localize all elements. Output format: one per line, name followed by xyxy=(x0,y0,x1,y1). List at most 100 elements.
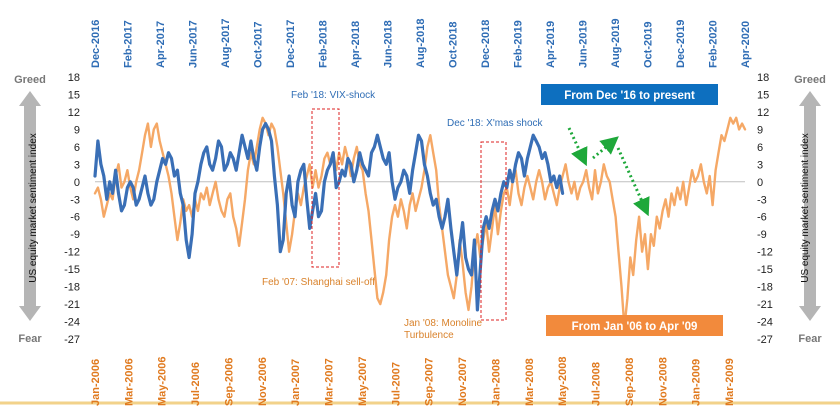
x-top-tick-label: Feb-2019 xyxy=(513,20,525,68)
x-bottom-tick-label: Mar-2006 xyxy=(123,358,135,406)
y-axis-title-right: US equity market sentiment index xyxy=(800,133,811,283)
x-bottom-tick-label: Jul-2007 xyxy=(390,362,402,406)
y-tick-label-right: 6 xyxy=(757,142,763,154)
y-tick-label-right: 18 xyxy=(757,72,769,84)
x-top-tick-label: Oct-2017 xyxy=(253,22,265,68)
trend-arrow xyxy=(592,136,619,160)
y-tick-label-left: 0 xyxy=(74,177,80,189)
series-layer xyxy=(93,116,747,329)
y-tick-label-left: 18 xyxy=(68,72,80,84)
y-tick-label-left: -24 xyxy=(64,317,80,329)
x-bottom-tick-label: May-2007 xyxy=(357,356,369,406)
x-axis-top: Dec-2016 Feb-2017 Apr-2017 Jun-2017 Aug-2017… xyxy=(90,18,752,68)
y-tick-label-right: 15 xyxy=(757,89,769,101)
y-tick-label-right: -18 xyxy=(757,282,773,294)
sentiment-scale: Greed Fear Greed Fear US equity market senti… xyxy=(14,74,826,345)
highlight-box-dec18 xyxy=(480,141,507,321)
y-tick-label-left: 3 xyxy=(74,159,80,171)
legend-label: From Dec '16 to present xyxy=(564,90,695,102)
x-bottom-tick-label: Nov-2007 xyxy=(457,357,469,406)
y-axis-right: 18 15 12 9 6 3 0 -3 -6 -9 -12 -15 -18 -21 -24 -27 xyxy=(757,72,773,346)
y-tick-label-left: -18 xyxy=(64,282,80,294)
y-tick-label-left: -12 xyxy=(64,247,80,259)
x-top-tick-label: Aug-2017 xyxy=(220,18,232,68)
x-top-tick-label: Jun-2019 xyxy=(578,20,590,68)
y-tick-label-left: 15 xyxy=(68,89,80,101)
y-tick-label-left: -21 xyxy=(64,299,80,311)
x-top-tick-label: Aug-2018 xyxy=(415,18,427,68)
y-tick-label-right: -9 xyxy=(757,229,767,241)
trend-arrow xyxy=(616,147,650,217)
y-tick-label-right: 3 xyxy=(757,159,763,171)
x-bottom-tick-label: Jan-2009 xyxy=(691,359,703,406)
x-top-tick-label: Aug-2019 xyxy=(610,18,622,68)
x-top-tick-label: Jun-2017 xyxy=(188,20,200,68)
annotation-label: Feb '18: VIX-shock xyxy=(291,90,376,101)
annotation-label: Feb '07: Shanghai sell-off xyxy=(262,277,375,288)
y-axis-title-left: US equity market sentiment index xyxy=(28,133,39,283)
x-bottom-tick-label: Sep-2007 xyxy=(424,358,436,406)
x-axis-bottom: Jan-2006 Mar-2006 May-2006 Jul-2006 Sep-2006… xyxy=(90,356,736,406)
x-bottom-tick-label: Mar-2008 xyxy=(524,358,536,406)
greed-label-left: Greed xyxy=(14,74,46,86)
x-top-tick-label: Dec-2016 xyxy=(90,20,102,68)
y-tick-label-right: -24 xyxy=(757,317,773,329)
x-bottom-tick-label: Jul-2008 xyxy=(591,362,603,406)
y-tick-label-left: -15 xyxy=(64,264,80,276)
legend: From Dec '16 to present From Jan '06 to A… xyxy=(541,84,723,336)
annotation-label: Turbulence xyxy=(404,330,454,341)
x-bottom-tick-label: May-2006 xyxy=(157,356,169,406)
x-top-tick-label: Feb-2020 xyxy=(708,20,720,68)
x-top-tick-label: Apr-2017 xyxy=(155,21,167,68)
x-top-tick-label: Oct-2018 xyxy=(448,22,460,68)
y-tick-label-right: 12 xyxy=(757,107,769,119)
greed-label-right: Greed xyxy=(794,74,826,86)
x-bottom-tick-label: Jul-2006 xyxy=(190,362,202,406)
y-tick-label-right: -15 xyxy=(757,264,773,276)
trend-arrows xyxy=(567,127,650,217)
x-bottom-tick-label: May-2008 xyxy=(557,356,569,406)
x-top-tick-label: Dec-2017 xyxy=(285,20,297,68)
x-top-tick-label: Dec-2019 xyxy=(675,20,687,68)
annotation-label: Jan '08: Monoline xyxy=(404,318,483,329)
y-tick-label-right: -27 xyxy=(757,334,773,346)
y-tick-label-left: -9 xyxy=(70,229,80,241)
x-top-tick-label: Oct-2019 xyxy=(643,22,655,68)
y-tick-label-left: 9 xyxy=(74,124,80,136)
y-tick-label-right: 9 xyxy=(757,124,763,136)
x-top-tick-label: Apr-2018 xyxy=(350,21,362,68)
x-bottom-tick-label: Nov-2006 xyxy=(257,357,269,406)
x-top-tick-label: Dec-2018 xyxy=(480,20,492,68)
y-tick-label-right: -12 xyxy=(757,247,773,259)
y-tick-label-right: 0 xyxy=(757,177,763,189)
x-bottom-tick-label: Jan-2008 xyxy=(490,359,502,406)
sentiment-arrow-right xyxy=(799,91,821,321)
x-bottom-tick-label: Sep-2008 xyxy=(624,358,636,406)
y-axis-left: 18 15 12 9 6 3 0 -3 -6 -9 -12 -15 -18 -21 -24 -27 xyxy=(64,72,80,346)
legend-swatch xyxy=(546,315,723,336)
x-bottom-tick-label: Jan-2007 xyxy=(290,359,302,406)
x-top-tick-label: Apr-2019 xyxy=(545,21,557,68)
highlight-box-feb18 xyxy=(311,108,340,268)
y-tick-label-right: -3 xyxy=(757,194,767,206)
annotation-label: Dec '18: X'mas shock xyxy=(447,118,544,129)
series-line-2006-2009 xyxy=(93,116,747,329)
y-tick-label-left: 6 xyxy=(74,142,80,154)
x-bottom-tick-label: Mar-2007 xyxy=(324,358,336,406)
highlight-boxes xyxy=(311,108,507,321)
y-tick-label-right: -21 xyxy=(757,299,773,311)
x-bottom-tick-label: Jan-2006 xyxy=(90,359,102,406)
series-line-2016-present xyxy=(93,122,565,312)
y-tick-label-right: -6 xyxy=(757,212,767,224)
y-tick-label-left: -27 xyxy=(64,334,80,346)
x-bottom-tick-label: Mar-2009 xyxy=(724,358,736,406)
y-tick-label-left: 12 xyxy=(68,107,80,119)
x-bottom-tick-label: Nov-2008 xyxy=(657,357,669,406)
sentiment-arrow-left xyxy=(19,91,41,321)
x-top-tick-label: Feb-2017 xyxy=(123,20,135,68)
y-tick-label-left: -3 xyxy=(70,194,80,206)
x-bottom-tick-label: Sep-2006 xyxy=(223,358,235,406)
legend-label: From Jan '06 to Apr '09 xyxy=(572,321,698,333)
trend-arrow xyxy=(567,127,588,167)
